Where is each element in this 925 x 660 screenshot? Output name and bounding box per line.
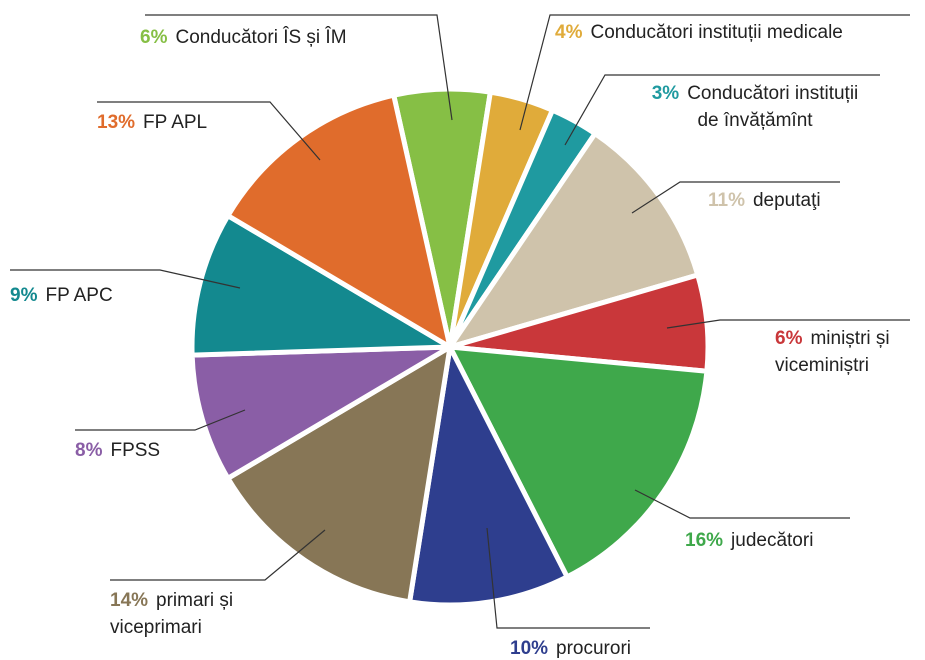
leader-line	[10, 269, 241, 289]
category-label: miniștri și viceminiștri	[775, 328, 890, 376]
category-label: Conducători instituții medicale	[590, 22, 843, 43]
leader-line	[634, 489, 850, 519]
pie-slice	[189, 212, 459, 358]
leader-line	[666, 319, 910, 329]
category-label: procurori	[556, 638, 632, 659]
value-label: 16%	[685, 530, 724, 551]
slice-label: 3% Conducători instituții de învățămînt	[625, 80, 885, 134]
leader-line	[75, 409, 246, 431]
category-label: FP APL	[143, 112, 208, 133]
value-label: 9%	[10, 285, 38, 306]
pie-slice	[224, 342, 454, 605]
slice-label: 10% procurori	[510, 635, 631, 660]
slice-label: 6% miniștri și viceminiștri	[775, 325, 890, 379]
value-label: 10%	[510, 638, 549, 659]
value-label: 4%	[555, 22, 583, 43]
category-label: deputaţi	[752, 190, 821, 211]
value-label: 14%	[110, 590, 149, 611]
value-label: 3%	[651, 83, 680, 104]
slice-label: 13% FP APL	[97, 109, 207, 136]
category-label: primari și viceprimari	[110, 590, 234, 638]
pie-slice	[445, 344, 710, 581]
slice-label: 16% judecători	[685, 527, 813, 554]
pie-slice	[406, 339, 571, 608]
category-label: FP APC	[45, 285, 113, 306]
leader-line	[145, 14, 453, 121]
value-label: 6%	[140, 27, 168, 48]
value-label: 8%	[75, 440, 103, 461]
pie-slice	[224, 92, 454, 353]
category-label: Conducători ÎS și ÎM	[175, 27, 347, 48]
category-label: Conducători instituții de învățămînt	[687, 83, 859, 131]
slice-label: 11% deputaţi	[708, 187, 821, 214]
leader-line	[631, 181, 840, 214]
leader-line	[486, 527, 650, 629]
slice-label: 8% FPSS	[75, 437, 160, 464]
slice-label: 14% primari și viceprimari	[110, 587, 233, 641]
pie-slice	[189, 344, 452, 482]
slice-label: 4% Conducători instituții medicale	[555, 19, 843, 46]
slice-label: 6% Conducători ÎS și ÎM	[140, 24, 347, 51]
category-label: judecători	[731, 530, 814, 551]
leader-line	[97, 101, 321, 161]
slice-label: 9% FP APC	[10, 282, 113, 309]
category-label: FPSS	[110, 440, 161, 461]
leader-line	[519, 14, 910, 131]
value-label: 6%	[775, 328, 803, 349]
value-label: 13%	[97, 112, 136, 133]
leader-line	[564, 74, 880, 146]
value-label: 11%	[708, 190, 745, 211]
leader-line	[110, 529, 326, 581]
